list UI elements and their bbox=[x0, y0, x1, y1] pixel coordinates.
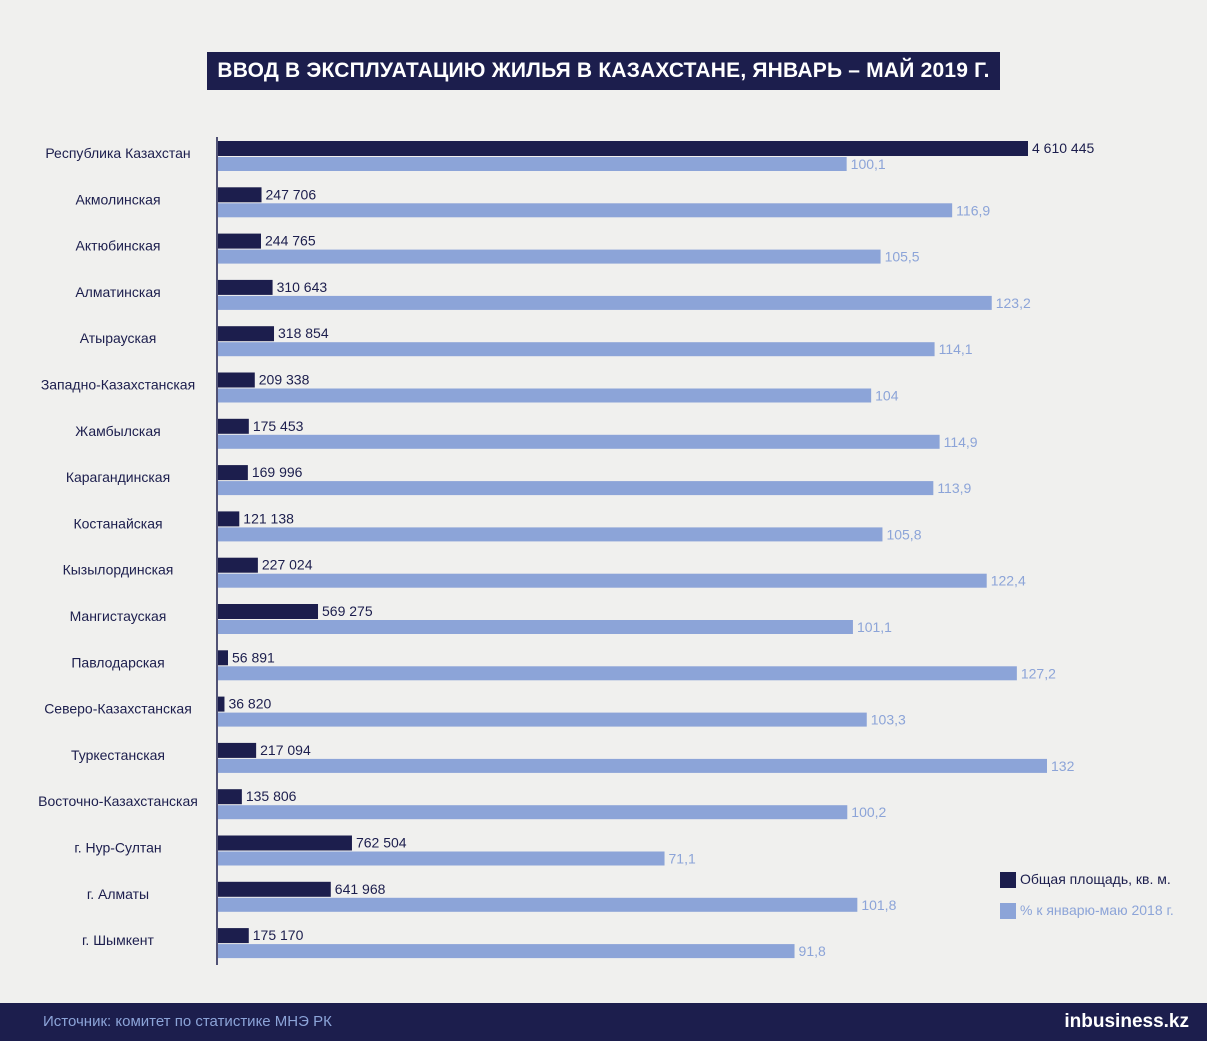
bar-area bbox=[218, 835, 352, 851]
bar-percent bbox=[218, 527, 883, 542]
value-label-area: 244 765 bbox=[265, 233, 316, 249]
category-label: Туркестанская bbox=[71, 747, 165, 763]
bar-area bbox=[218, 326, 275, 342]
bar-percent bbox=[218, 897, 858, 912]
category-label: Актюбинская bbox=[76, 238, 161, 254]
category-label: г. Нур-Султан bbox=[74, 840, 161, 856]
value-label-percent: 103,3 bbox=[871, 712, 906, 728]
value-label-area: 641 968 bbox=[335, 881, 386, 897]
bar-area bbox=[218, 557, 258, 573]
value-label-percent: 71,1 bbox=[669, 851, 696, 867]
bar-area bbox=[218, 789, 242, 805]
value-label-area: 209 338 bbox=[259, 372, 310, 388]
bar-area bbox=[218, 233, 262, 249]
category-label: Мангистауская bbox=[70, 608, 167, 624]
footer-bar: Источник: комитет по статистике МНЭ РК i… bbox=[0, 1003, 1207, 1041]
legend-swatch-area bbox=[1000, 872, 1016, 888]
category-label: Атырауская bbox=[80, 330, 157, 346]
value-label-percent: 114,9 bbox=[944, 434, 978, 450]
value-label-percent: 132 bbox=[1051, 758, 1075, 774]
chart-title: ВВОД В ЭКСПЛУАТАЦИЮ ЖИЛЬЯ В КАЗАХСТАНЕ, … bbox=[207, 52, 1000, 90]
category-label: г. Алматы bbox=[87, 886, 149, 902]
bar-percent bbox=[218, 481, 934, 496]
legend-swatch-percent bbox=[1000, 903, 1016, 919]
value-label-percent: 104 bbox=[875, 388, 899, 404]
bar-area bbox=[218, 881, 331, 897]
bar-percent bbox=[218, 805, 848, 820]
bar-percent bbox=[218, 573, 987, 588]
bar-chart: Республика Казахстан 4 610 445 100,1 Акмоли… bbox=[38, 137, 1094, 965]
bar-percent bbox=[218, 157, 847, 171]
bar-area bbox=[218, 372, 255, 388]
bar-area bbox=[218, 604, 319, 619]
bar-area bbox=[218, 696, 225, 712]
value-label-area: 175 453 bbox=[253, 418, 304, 434]
bar-percent bbox=[218, 851, 665, 866]
value-label-area: 36 820 bbox=[228, 696, 271, 712]
category-label: Жамбылская bbox=[75, 423, 160, 439]
value-label-area: 310 643 bbox=[277, 279, 328, 295]
value-label-area: 762 504 bbox=[356, 835, 407, 851]
value-label-area: 227 024 bbox=[262, 557, 313, 573]
category-label: Республика Казахстан bbox=[45, 145, 190, 161]
value-label-area: 56 891 bbox=[232, 649, 275, 665]
bar-area bbox=[218, 418, 249, 434]
bar-area bbox=[218, 928, 249, 944]
bar-percent bbox=[218, 944, 795, 959]
category-label: Акмолинская bbox=[75, 191, 160, 207]
bar-percent bbox=[218, 249, 881, 264]
value-label-area: 247 706 bbox=[266, 186, 317, 202]
value-label-area: 169 996 bbox=[252, 464, 303, 480]
bar-area bbox=[218, 465, 248, 481]
bar-percent bbox=[218, 434, 940, 449]
category-label: Алматинская bbox=[75, 284, 160, 300]
bar-area bbox=[218, 511, 240, 527]
category-label: Кызылординская bbox=[63, 562, 174, 578]
value-label-percent: 105,5 bbox=[885, 249, 920, 265]
category-label: г. Шымкент bbox=[82, 932, 154, 948]
bar-area bbox=[218, 742, 257, 758]
value-label-percent: 113,9 bbox=[937, 480, 971, 496]
bar-percent bbox=[218, 342, 935, 357]
value-label-percent: 91,8 bbox=[799, 943, 826, 959]
bar-percent bbox=[218, 203, 953, 218]
value-label-area: 4 610 445 bbox=[1032, 140, 1094, 156]
value-label-percent: 122,4 bbox=[991, 573, 1026, 589]
category-label: Северо-Казахстанская bbox=[44, 701, 192, 717]
bar-percent bbox=[218, 295, 992, 310]
source-text: Источник: комитет по статистике МНЭ РК bbox=[43, 1013, 332, 1030]
value-label-percent: 101,8 bbox=[861, 897, 896, 913]
value-label-percent: 100,1 bbox=[851, 156, 886, 172]
bar-percent bbox=[218, 758, 1047, 773]
bar-percent bbox=[218, 388, 872, 403]
category-label: Костанайская bbox=[73, 515, 162, 531]
category-label: Карагандинская bbox=[66, 469, 170, 485]
value-label-area: 217 094 bbox=[260, 742, 311, 758]
bar-percent bbox=[218, 712, 867, 727]
bar-area bbox=[218, 141, 1028, 156]
value-label-percent: 114,1 bbox=[939, 341, 973, 357]
category-label: Западно-Казахстанская bbox=[41, 377, 195, 393]
legend-label-area: Общая площадь, кв. м. bbox=[1020, 871, 1171, 887]
value-label-area: 135 806 bbox=[246, 788, 297, 804]
bar-area bbox=[218, 650, 228, 666]
value-label-area: 318 854 bbox=[278, 325, 329, 341]
legend-label-percent: % к январю-маю 2018 г. bbox=[1020, 902, 1174, 918]
value-label-percent: 105,8 bbox=[886, 526, 921, 542]
bar-percent bbox=[218, 666, 1017, 681]
bar-area bbox=[218, 279, 273, 295]
value-label-percent: 101,1 bbox=[857, 619, 892, 635]
value-label-percent: 100,2 bbox=[851, 804, 886, 820]
site-logo[interactable]: inbusiness.kz bbox=[1064, 1011, 1189, 1032]
value-label-area: 175 170 bbox=[253, 927, 304, 943]
category-label: Восточно-Казахстанская bbox=[38, 793, 198, 809]
bar-percent bbox=[218, 620, 853, 634]
value-label-area: 121 138 bbox=[243, 510, 294, 526]
value-label-area: 569 275 bbox=[322, 603, 373, 619]
value-label-percent: 116,9 bbox=[956, 202, 990, 218]
bar-area bbox=[218, 187, 262, 203]
value-label-percent: 127,2 bbox=[1021, 665, 1056, 681]
value-label-percent: 123,2 bbox=[996, 295, 1031, 311]
category-label: Павлодарская bbox=[71, 654, 164, 670]
